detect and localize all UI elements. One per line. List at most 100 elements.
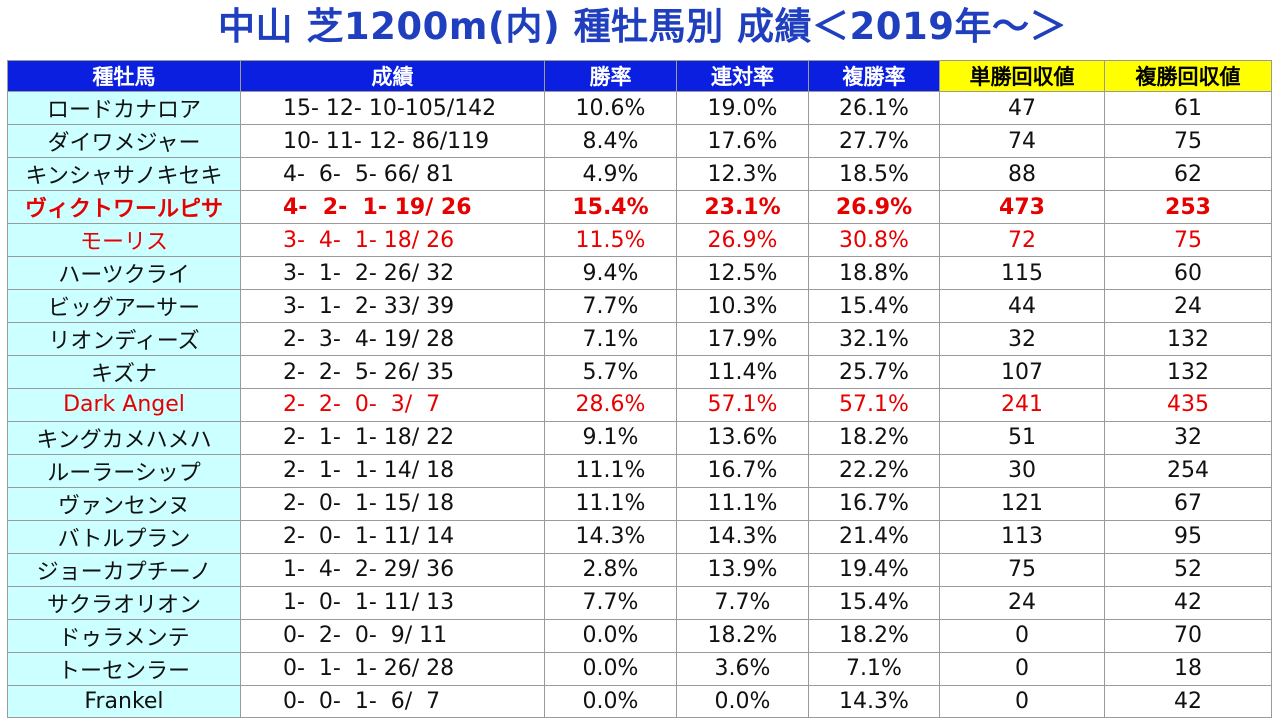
win-return-cell: 44: [939, 289, 1105, 323]
win-return-cell: 0: [939, 651, 1105, 686]
record-cell: 1- 4- 2- 29/ 36: [240, 552, 545, 587]
place-return-cell: 75: [1104, 223, 1272, 257]
place-return-cell: 435: [1104, 388, 1272, 422]
header-record: 成績: [240, 60, 545, 92]
sire-name-cell: リオンディーズ: [7, 322, 241, 356]
win-return-cell: 32: [939, 322, 1105, 356]
quinella-rate-cell: 13.6%: [676, 420, 809, 455]
place-rate-cell: 15.4%: [808, 585, 940, 620]
win-rate-cell: 9.4%: [544, 256, 677, 290]
place-return-cell: 42: [1104, 585, 1272, 620]
place-return-cell: 62: [1104, 157, 1272, 191]
place-return-cell: 67: [1104, 486, 1272, 521]
record-cell: 10- 11- 12- 86/119: [240, 124, 545, 158]
record-cell: 2- 3- 4- 19/ 28: [240, 322, 545, 356]
win-return-cell: 113: [939, 519, 1105, 554]
place-return-cell: 70: [1104, 618, 1272, 653]
record-cell: 4- 2- 1- 19/ 26: [240, 190, 545, 224]
record-cell: 3- 1- 2- 33/ 39: [240, 289, 545, 323]
win-rate-cell: 11.5%: [544, 223, 677, 257]
place-rate-cell: 21.4%: [808, 519, 940, 554]
table-row: ビッグアーサー 3- 1- 2- 33/ 39 7.7% 10.3% 15.4% 44 24: [7, 289, 1272, 323]
win-rate-cell: 10.6%: [544, 91, 677, 125]
win-rate-cell: 7.7%: [544, 289, 677, 323]
table-row: ジョーカプチーノ 1- 4- 2- 29/ 36 2.8% 13.9% 19.4% 75 5…: [7, 552, 1272, 587]
win-return-cell: 51: [939, 420, 1105, 455]
record-cell: 0- 2- 0- 9/ 11: [240, 618, 545, 653]
win-rate-cell: 7.1%: [544, 322, 677, 356]
table-row: ヴァンセンヌ 2- 0- 1- 15/ 18 11.1% 11.1% 16.7% 121 6…: [7, 486, 1272, 521]
place-rate-cell: 30.8%: [808, 223, 940, 257]
sire-name-cell: ロードカナロア: [7, 91, 241, 125]
quinella-rate-cell: 57.1%: [676, 388, 809, 422]
table-body: ロードカナロア 15- 12- 10-105/142 10.6% 19.0% 26.1%…: [7, 91, 1272, 718]
quinella-rate-cell: 26.9%: [676, 223, 809, 257]
place-return-cell: 52: [1104, 552, 1272, 587]
win-return-cell: 75: [939, 552, 1105, 587]
quinella-rate-cell: 17.6%: [676, 124, 809, 158]
place-rate-cell: 57.1%: [808, 388, 940, 422]
place-rate-cell: 19.4%: [808, 552, 940, 587]
table-row: ロードカナロア 15- 12- 10-105/142 10.6% 19.0% 26.1%…: [7, 91, 1272, 125]
place-return-cell: 95: [1104, 519, 1272, 554]
table-row: キングカメハメハ 2- 1- 1- 18/ 22 9.1% 13.6% 18.2% 51 3…: [7, 420, 1272, 455]
place-rate-cell: 22.2%: [808, 453, 940, 488]
sire-name-cell: キングカメハメハ: [7, 420, 241, 455]
place-rate-cell: 7.1%: [808, 651, 940, 686]
sire-name-cell: トーセンラー: [7, 651, 241, 686]
sire-name-cell: モーリス: [7, 223, 241, 257]
win-rate-cell: 2.8%: [544, 552, 677, 587]
quinella-rate-cell: 12.5%: [676, 256, 809, 290]
header-quinella-rate: 連対率: [676, 60, 809, 92]
quinella-rate-cell: 3.6%: [676, 651, 809, 686]
place-return-cell: 60: [1104, 256, 1272, 290]
quinella-rate-cell: 0.0%: [676, 684, 809, 718]
win-rate-cell: 11.1%: [544, 453, 677, 488]
quinella-rate-cell: 11.1%: [676, 486, 809, 521]
place-return-cell: 254: [1104, 453, 1272, 488]
record-cell: 0- 1- 1- 26/ 28: [240, 651, 545, 686]
win-return-cell: 72: [939, 223, 1105, 257]
table-row: トーセンラー 0- 1- 1- 26/ 28 0.0% 3.6% 7.1% 0 18: [7, 651, 1272, 686]
record-cell: 15- 12- 10-105/142: [240, 91, 545, 125]
page-title: 中山 芝1200m(内) 種牡馬別 成績＜2019年～＞: [218, 5, 1067, 48]
quinella-rate-cell: 23.1%: [676, 190, 809, 224]
win-return-cell: 47: [939, 91, 1105, 125]
table-row: キズナ 2- 2- 5- 26/ 35 5.7% 11.4% 25.7% 107 132: [7, 355, 1272, 389]
win-return-cell: 88: [939, 157, 1105, 191]
table-row: サクラオリオン 1- 0- 1- 11/ 13 7.7% 7.7% 15.4% 24 42: [7, 585, 1272, 620]
win-return-cell: 241: [939, 388, 1105, 422]
sire-name-cell: ビッグアーサー: [7, 289, 241, 323]
quinella-rate-cell: 14.3%: [676, 519, 809, 554]
header-place-return: 複勝回収値: [1104, 60, 1272, 92]
place-return-cell: 24: [1104, 289, 1272, 323]
win-return-cell: 107: [939, 355, 1105, 389]
record-cell: 3- 4- 1- 18/ 26: [240, 223, 545, 257]
win-rate-cell: 0.0%: [544, 651, 677, 686]
sire-name-cell: バトルプラン: [7, 519, 241, 554]
win-return-cell: 115: [939, 256, 1105, 290]
place-rate-cell: 18.8%: [808, 256, 940, 290]
win-return-cell: 473: [939, 190, 1105, 224]
sire-name-cell: ハーツクライ: [7, 256, 241, 290]
sire-name-cell: キズナ: [7, 355, 241, 389]
win-rate-cell: 15.4%: [544, 190, 677, 224]
table-row: ヴィクトワールピサ 4- 2- 1- 19/ 26 15.4% 23.1% 26.9% 4…: [7, 190, 1272, 224]
header-place-rate: 複勝率: [808, 60, 940, 92]
record-cell: 2- 0- 1- 15/ 18: [240, 486, 545, 521]
place-rate-cell: 26.1%: [808, 91, 940, 125]
sire-name-cell: サクラオリオン: [7, 585, 241, 620]
win-rate-cell: 9.1%: [544, 420, 677, 455]
win-rate-cell: 11.1%: [544, 486, 677, 521]
quinella-rate-cell: 7.7%: [676, 585, 809, 620]
quinella-rate-cell: 16.7%: [676, 453, 809, 488]
quinella-rate-cell: 17.9%: [676, 322, 809, 356]
record-cell: 3- 1- 2- 26/ 32: [240, 256, 545, 290]
place-rate-cell: 18.2%: [808, 420, 940, 455]
quinella-rate-cell: 10.3%: [676, 289, 809, 323]
place-return-cell: 32: [1104, 420, 1272, 455]
place-rate-cell: 18.5%: [808, 157, 940, 191]
sire-name-cell: ジョーカプチーノ: [7, 552, 241, 587]
table-row: バトルプラン 2- 0- 1- 11/ 14 14.3% 14.3% 21.4% 113 9…: [7, 519, 1272, 554]
quinella-rate-cell: 19.0%: [676, 91, 809, 125]
